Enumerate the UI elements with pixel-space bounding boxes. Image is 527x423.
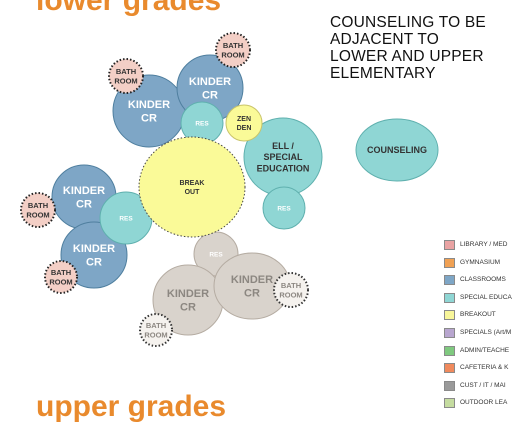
counseling-bubble: COUNSELING — [355, 118, 439, 182]
legend-swatch — [444, 398, 455, 409]
note-line: LOWER AND UPPER — [330, 48, 484, 65]
legend-item: LIBRARY / MED — [444, 237, 527, 255]
bathroom-bubble-3-label: ROOM — [26, 210, 49, 219]
legend-label: GYMNASIUM — [460, 258, 501, 266]
bathroom-bubble-5-label: ROOM — [144, 330, 167, 339]
legend-item: BREAKOUT — [444, 307, 527, 325]
legend-label: BREAKOUT — [460, 311, 496, 319]
legend-swatch — [444, 240, 455, 250]
bathroom-bubble-5-label: BATH — [146, 321, 166, 330]
res-bubble-2-label: RES — [277, 205, 291, 212]
legend-item: GYMNASIUM — [444, 255, 527, 273]
bathroom-bubble-4-label: BATH — [51, 268, 71, 277]
kinder-classroom-bubble-5-label: CR — [180, 302, 196, 314]
res-bubble-3: RES — [99, 191, 153, 245]
legend-label: CAFETERIA & K — [460, 364, 509, 372]
breakout-bubble-label: BREAK — [180, 180, 205, 187]
legend-item: CAFETERIA & K — [444, 360, 527, 378]
counseling-note: COUNSELING TO BE ADJACENT TO LOWER AND U… — [330, 14, 525, 82]
res-bubble-2: RES — [262, 186, 306, 230]
kinder-classroom-bubble-1-label: KINDER — [128, 99, 170, 111]
kinder-classroom-bubble-6: KINDER CR — [213, 252, 291, 320]
ell-special-education-bubble-label: EDUCATION — [257, 163, 310, 173]
zen-den-bubble-label: ZEN — [237, 116, 251, 123]
counseling-bubble-label: COUNSELING — [367, 145, 427, 155]
bathroom-bubble-1-label: BATH — [116, 67, 136, 76]
kinder-classroom-bubble-3-label: KINDER — [63, 185, 105, 197]
legend-swatch — [444, 275, 455, 286]
kinder-classroom-bubble-4-label: CR — [86, 257, 102, 269]
note-line: ELEMENTARY — [330, 65, 436, 82]
legend-swatch — [444, 257, 455, 268]
legend-item: CUST / IT / MAI — [444, 378, 527, 396]
legend: LIBRARY / MED GYMNASIUM CLASSROOMS SPECIAL … — [444, 237, 527, 413]
res-bubble-4-label: RES — [209, 251, 223, 258]
res-bubble-1-label: RES — [195, 120, 209, 127]
legend-swatch — [444, 345, 455, 356]
kinder-classroom-bubble-2-label: KINDER — [189, 76, 231, 88]
legend-item: SPECIAL EDUCA — [444, 290, 527, 308]
note-line: COUNSELING TO BE — [330, 14, 486, 31]
bathroom-bubble-2-label: BATH — [223, 41, 243, 50]
kinder-classroom-bubble-5-label: KINDER — [167, 288, 209, 300]
zen-den-bubble-label: DEN — [237, 125, 252, 132]
legend-label: ADMIN/TEACHE — [460, 346, 510, 354]
kinder-classroom-bubble-5: KINDER CR — [152, 264, 224, 336]
bathroom-bubble-4-label: ROOM — [49, 277, 72, 286]
ell-special-education-bubble-label: SPECIAL — [263, 152, 303, 162]
legend-label: SPECIAL EDUCA — [460, 293, 512, 301]
lower-grades-heading: lower grades — [36, 0, 222, 17]
kinder-classroom-bubble-6-label: KINDER — [231, 274, 273, 286]
bathroom-bubble-6-label: ROOM — [279, 290, 302, 299]
kinder-classroom-bubble-4-label: KINDER — [73, 243, 115, 255]
legend-swatch — [444, 310, 455, 321]
breakout-bubble: BREAK OUT — [138, 136, 246, 238]
legend-label: CLASSROOMS — [460, 276, 506, 284]
legend-item: OUTDOOR LEA — [444, 395, 527, 413]
kinder-classroom-bubble-6-label: CR — [244, 288, 260, 300]
legend-label: SPECIALS (Art/M — [460, 328, 512, 336]
upper-grades-heading: upper grades — [36, 390, 227, 423]
legend-item: ADMIN/TEACHE — [444, 343, 527, 361]
legend-swatch — [444, 292, 455, 303]
bathroom-bubble-6-label: BATH — [281, 281, 301, 290]
kinder-classroom-bubble-2-label: CR — [202, 90, 218, 102]
bathroom-bubble-2-label: ROOM — [221, 50, 244, 59]
bathroom-bubble-1-label: ROOM — [114, 76, 137, 85]
zen-den-bubble: ZEN DEN — [225, 104, 263, 142]
legend-item: SPECIALS (Art/M — [444, 325, 527, 343]
legend-swatch — [444, 363, 455, 374]
legend-swatch — [444, 327, 455, 338]
kinder-classroom-bubble-3-label: CR — [76, 199, 92, 211]
legend-swatch — [444, 380, 455, 391]
legend-label: CUST / IT / MAI — [460, 381, 506, 389]
legend-label: LIBRARY / MED — [460, 241, 508, 248]
note-line: ADJACENT TO — [330, 31, 440, 48]
bathroom-bubble-3-label: BATH — [28, 201, 48, 210]
ell-special-education-bubble-label: ELL / — [272, 141, 294, 151]
breakout-bubble-label: OUT — [185, 189, 201, 196]
kinder-classroom-bubble-1-label: CR — [141, 113, 157, 125]
legend-label: OUTDOOR LEA — [460, 399, 508, 407]
legend-item: CLASSROOMS — [444, 272, 527, 290]
res-bubble-3-label: RES — [119, 215, 133, 222]
